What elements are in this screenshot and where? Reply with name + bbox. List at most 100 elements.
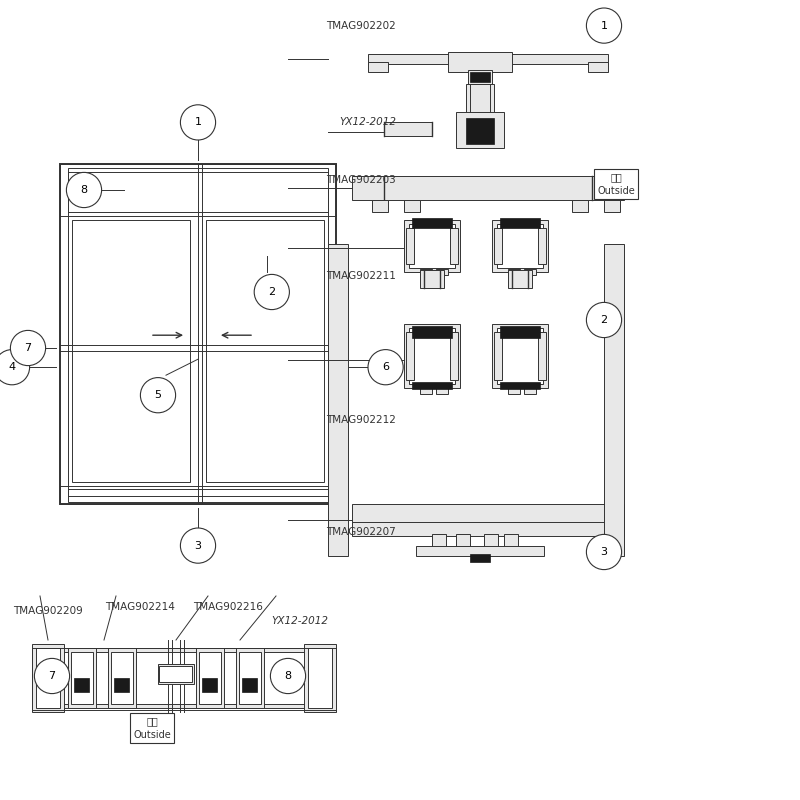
Bar <box>524 388 536 394</box>
Bar <box>448 52 512 72</box>
Bar <box>328 244 348 556</box>
Bar <box>508 269 520 275</box>
Bar <box>500 326 540 338</box>
Bar <box>416 546 544 556</box>
Circle shape <box>270 658 306 694</box>
Bar <box>497 224 543 268</box>
Text: 3: 3 <box>601 547 607 557</box>
Bar <box>450 228 458 264</box>
Bar <box>420 269 432 275</box>
Bar <box>239 652 261 704</box>
Bar <box>304 644 336 712</box>
Text: TMAG902203: TMAG902203 <box>326 175 396 185</box>
Bar <box>68 648 96 708</box>
Circle shape <box>34 658 70 694</box>
Bar <box>436 388 448 394</box>
Text: 室外
Outside: 室外 Outside <box>597 172 635 196</box>
Bar <box>352 522 624 536</box>
Bar <box>492 324 548 388</box>
Text: 2: 2 <box>601 315 607 325</box>
Bar <box>202 678 217 692</box>
Bar <box>108 648 136 708</box>
Circle shape <box>181 528 216 563</box>
Bar <box>308 648 332 708</box>
Bar <box>572 200 588 212</box>
Bar <box>368 62 388 72</box>
Text: YX12-2012: YX12-2012 <box>271 616 329 626</box>
Text: 7: 7 <box>25 343 31 353</box>
Bar <box>368 54 608 64</box>
Text: 6: 6 <box>382 362 389 372</box>
Bar <box>114 678 129 692</box>
Bar <box>432 534 446 548</box>
Bar <box>504 534 518 548</box>
Bar <box>406 228 414 264</box>
Bar <box>60 164 336 216</box>
Text: TMAG902216: TMAG902216 <box>193 602 263 612</box>
Bar <box>36 648 60 708</box>
Bar <box>508 388 520 394</box>
Bar <box>409 224 455 268</box>
Bar <box>468 70 492 84</box>
Bar <box>470 554 490 562</box>
Bar <box>372 200 388 212</box>
Bar <box>524 269 536 275</box>
Circle shape <box>586 8 622 43</box>
Bar <box>404 200 420 212</box>
Bar <box>604 244 624 556</box>
Bar <box>470 72 490 82</box>
Bar <box>450 332 458 380</box>
Text: TMAG902214: TMAG902214 <box>105 602 175 612</box>
Bar <box>500 382 540 389</box>
Text: 3: 3 <box>194 541 202 550</box>
Bar <box>32 648 336 708</box>
Text: YX12-2012: YX12-2012 <box>339 118 396 127</box>
Bar <box>72 220 190 482</box>
Bar <box>492 220 548 272</box>
Text: TMAG902209: TMAG902209 <box>13 606 83 616</box>
Bar <box>412 218 452 228</box>
Bar <box>159 666 192 682</box>
Bar <box>60 164 336 504</box>
Bar <box>196 648 224 708</box>
Bar <box>68 168 328 212</box>
Bar <box>588 62 608 72</box>
Bar <box>71 652 93 704</box>
Bar <box>404 324 460 388</box>
Circle shape <box>586 534 622 570</box>
Text: TMAG902207: TMAG902207 <box>326 527 396 537</box>
Bar <box>404 220 460 272</box>
Bar <box>242 678 257 692</box>
Circle shape <box>0 350 30 385</box>
Bar <box>484 534 498 548</box>
Bar <box>538 228 546 264</box>
Bar <box>158 664 194 684</box>
Bar <box>352 504 624 524</box>
Circle shape <box>586 302 622 338</box>
Text: 室外
Outside: 室外 Outside <box>133 717 171 739</box>
Bar <box>409 328 455 384</box>
Bar <box>456 112 504 148</box>
Bar <box>497 328 543 384</box>
Bar <box>406 332 414 380</box>
Bar <box>466 118 494 144</box>
Circle shape <box>10 330 46 366</box>
Bar <box>420 270 444 288</box>
Circle shape <box>181 105 216 140</box>
Text: 2: 2 <box>268 287 275 297</box>
Bar <box>236 648 264 708</box>
Text: TMAG902202: TMAG902202 <box>326 22 396 31</box>
Text: 4: 4 <box>9 362 15 372</box>
Text: TMAG902212: TMAG902212 <box>326 415 396 425</box>
Bar <box>74 678 89 692</box>
Bar <box>466 84 494 132</box>
Text: 8: 8 <box>81 185 87 195</box>
Bar <box>68 172 328 496</box>
Bar <box>538 332 546 380</box>
Bar <box>456 534 470 548</box>
Text: TMAG902211: TMAG902211 <box>326 271 396 281</box>
Circle shape <box>66 172 102 208</box>
Bar <box>412 326 452 338</box>
Text: 1: 1 <box>601 21 607 30</box>
Bar <box>436 269 448 275</box>
